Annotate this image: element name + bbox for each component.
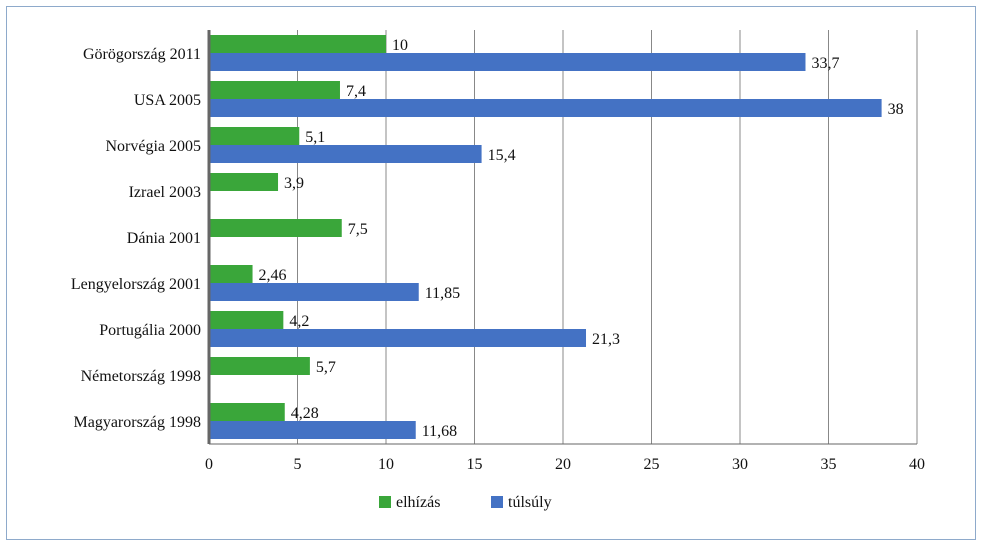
x-tick-label: 40	[909, 456, 925, 473]
x-tick-label: 20	[555, 456, 571, 473]
data-label: 5,1	[305, 129, 325, 146]
bar-túlsúly	[209, 329, 587, 347]
data-label: 21,3	[592, 331, 620, 348]
data-label: 15,4	[488, 147, 516, 164]
bar-elhízás	[209, 265, 253, 283]
category-label: Lengyelország 2001	[71, 276, 201, 293]
category-label: Izrael 2003	[129, 184, 201, 201]
bar-túlsúly	[209, 99, 882, 117]
bar-túlsúly	[209, 283, 419, 301]
category-label: Portugália 2000	[99, 322, 201, 339]
data-label: 11,85	[425, 285, 460, 302]
bar-túlsúly	[209, 421, 416, 439]
data-label: 10	[392, 37, 408, 54]
axes	[207, 30, 917, 445]
data-label: 38	[888, 101, 904, 118]
x-tick-label: 15	[467, 456, 483, 473]
bar-elhízás	[209, 81, 340, 99]
x-tick-label: 35	[821, 456, 837, 473]
bar-elhízás	[209, 403, 285, 421]
data-label: 4,28	[291, 405, 319, 422]
data-label: 3,9	[284, 175, 304, 192]
bar-elhízás	[209, 127, 300, 145]
bar-chart: 0 5 10 15 20 25 30 35 40 Görögország 2011 10 33,7 US…	[71, 30, 925, 511]
data-label: 11,68	[422, 423, 457, 440]
legend-swatch-túlsúly	[491, 496, 503, 508]
legend-label: túlsúly	[508, 494, 552, 511]
chart-frame: 0 5 10 15 20 25 30 35 40 Görögország 2011 10 33,7 US…	[6, 6, 976, 540]
bar-elhízás	[209, 173, 279, 191]
x-tick-label: 5	[294, 456, 302, 473]
legend-label: elhízás	[396, 494, 440, 511]
x-tick-label: 0	[205, 456, 213, 473]
bar-elhízás	[209, 35, 386, 53]
data-label: 7,4	[346, 83, 366, 100]
category-label: Norvégia 2005	[105, 138, 201, 155]
legend-swatch-elhízás	[379, 496, 391, 508]
x-tick-label: 25	[644, 456, 660, 473]
category-label: Magyarország 1998	[73, 414, 201, 431]
bars	[209, 35, 882, 439]
data-label: 4,2	[289, 313, 309, 330]
category-label: Görögország 2011	[83, 46, 201, 63]
data-label: 33,7	[811, 55, 839, 72]
bar-elhízás	[209, 219, 342, 237]
x-tick-label: 30	[732, 456, 748, 473]
labels: 0 5 10 15 20 25 30 35 40 Görögország 2011 10 33,7 US…	[71, 37, 925, 473]
category-label: USA 2005	[134, 92, 201, 109]
category-label: Németország 1998	[81, 368, 201, 385]
x-tick-label: 10	[378, 456, 394, 473]
bar-túlsúly	[209, 53, 806, 71]
data-label: 2,46	[259, 267, 287, 284]
category-label: Dánia 2001	[127, 230, 201, 247]
legend: elhízás túlsúly	[379, 494, 552, 511]
data-label: 5,7	[316, 359, 336, 376]
bar-túlsúly	[209, 145, 482, 163]
bar-elhízás	[209, 311, 284, 329]
bar-elhízás	[209, 357, 310, 375]
data-label: 7,5	[348, 221, 368, 238]
gridlines	[297, 30, 918, 444]
